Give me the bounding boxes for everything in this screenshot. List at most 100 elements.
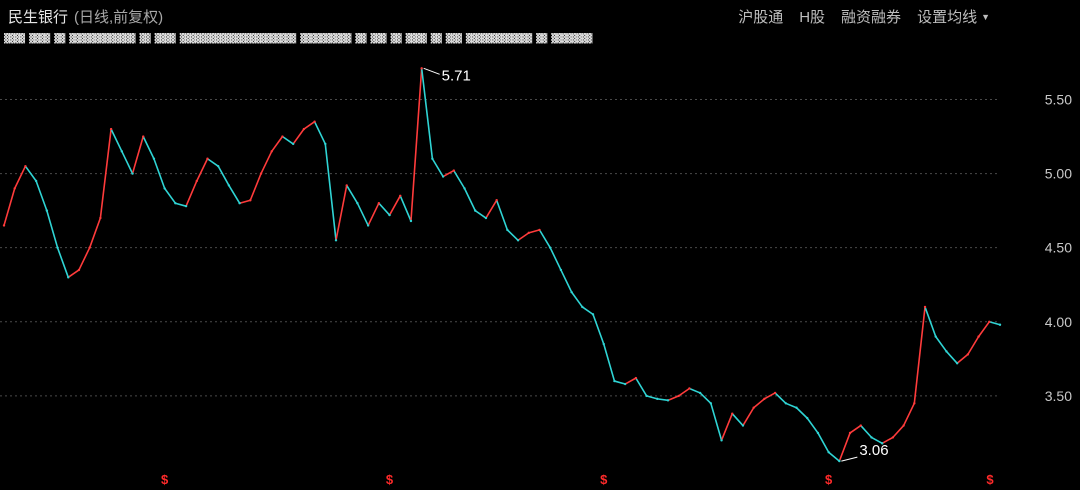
price-point: [634, 376, 638, 380]
price-point: [313, 120, 316, 123]
price-point: [24, 164, 27, 168]
price-segment: [859, 424, 873, 439]
price-segment: [699, 392, 712, 405]
price-point: [259, 172, 263, 175]
price-segment: [635, 377, 648, 397]
price-segment: [485, 199, 498, 219]
extreme-price-label: 5.71: [442, 67, 471, 84]
price-point: [966, 353, 970, 356]
price-point: [795, 406, 798, 409]
dividend-marker[interactable]: $: [600, 472, 608, 487]
dividend-markers: $ $ $ $ $: [161, 472, 994, 487]
price-segment: [335, 184, 348, 242]
annotation-arrow: [841, 456, 858, 462]
ma-settings-label: 设置均线: [917, 9, 978, 26]
price-segment: [527, 229, 541, 234]
chart-header: 民生银行 (日线,前复权) 沪股通 H股 融资融券 设置均线 ▼: [0, 0, 1080, 30]
annotations: 5.71 3.06: [423, 67, 889, 462]
price-point: [324, 142, 327, 146]
price-segment: [667, 395, 680, 402]
price-point: [366, 224, 370, 227]
price-segment: [688, 387, 701, 394]
price-segment: [131, 135, 145, 175]
price-segment: [292, 128, 305, 145]
price-point: [945, 350, 948, 353]
annotation-arrow: [423, 67, 440, 75]
price-segment: [153, 157, 166, 190]
price-segment: [206, 157, 219, 167]
price-point: [463, 187, 466, 190]
price-segment: [677, 387, 691, 397]
price-segment: [570, 291, 584, 308]
price-point: [474, 209, 477, 212]
price-segment: [110, 128, 123, 153]
price-segment: [624, 377, 637, 385]
price-point: [206, 157, 209, 160]
price-segment: [24, 165, 37, 182]
price-point: [677, 394, 680, 398]
price-segment: [249, 172, 262, 202]
dividend-marker[interactable]: $: [825, 472, 833, 487]
y-tick-label: 4.00: [1045, 314, 1072, 330]
dividend-marker[interactable]: $: [161, 472, 169, 487]
price-point: [67, 276, 70, 279]
price-point: [752, 406, 755, 409]
dividend-marker[interactable]: $: [986, 472, 994, 487]
price-point: [527, 231, 530, 235]
price-point: [431, 157, 434, 160]
ma-settings-button[interactable]: 设置均线 ▼: [917, 6, 990, 27]
price-segment: [463, 187, 477, 212]
price-segment: [827, 451, 841, 462]
price-point: [163, 187, 166, 190]
price-segment: [35, 180, 48, 212]
plot-area: [2, 67, 1002, 463]
price-segment: [956, 353, 969, 365]
hk-connect-button[interactable]: 沪股通: [738, 9, 784, 26]
price-point: [870, 436, 873, 439]
price-segment: [195, 157, 209, 182]
price-segment: [99, 128, 112, 219]
price-segment: [142, 135, 155, 160]
price-point: [152, 157, 156, 160]
price-segment: [806, 417, 819, 434]
price-segment: [303, 120, 316, 130]
price-segment: [67, 269, 80, 279]
price-point: [880, 442, 884, 445]
price-segment: [849, 424, 862, 434]
price-point: [174, 202, 177, 205]
price-segment: [3, 187, 16, 227]
margin-trading-button[interactable]: 融资融券: [841, 9, 902, 26]
dividend-marker[interactable]: $: [386, 472, 394, 487]
h-share-button[interactable]: H股: [799, 9, 826, 26]
price-point: [302, 127, 306, 131]
price-segment: [217, 165, 230, 187]
price-segment: [613, 380, 626, 385]
price-segment: [720, 412, 734, 442]
price-point: [56, 246, 59, 249]
price-segment: [367, 202, 380, 227]
price-point: [388, 213, 391, 217]
price-segment: [795, 406, 809, 419]
price-segment: [817, 432, 830, 454]
price-point: [688, 387, 691, 390]
price-segment: [46, 209, 59, 249]
price-point: [784, 402, 788, 405]
y-tick-label: 5.50: [1045, 91, 1072, 107]
price-point: [709, 402, 713, 405]
price-point: [88, 246, 91, 249]
price-segment: [174, 202, 187, 207]
price-segment: [420, 67, 434, 160]
price-segment: [945, 350, 958, 365]
price-point: [13, 187, 16, 190]
price-point: [902, 424, 905, 427]
price-point: [848, 431, 852, 435]
price-segment: [988, 320, 1001, 326]
price-segment: [892, 424, 905, 439]
price-point: [249, 199, 252, 202]
price-segment: [399, 195, 412, 222]
stock-title: 民生银行 (日线,前复权): [8, 6, 163, 27]
price-segment: [474, 209, 487, 219]
price-point: [77, 268, 81, 272]
price-point: [506, 228, 509, 232]
